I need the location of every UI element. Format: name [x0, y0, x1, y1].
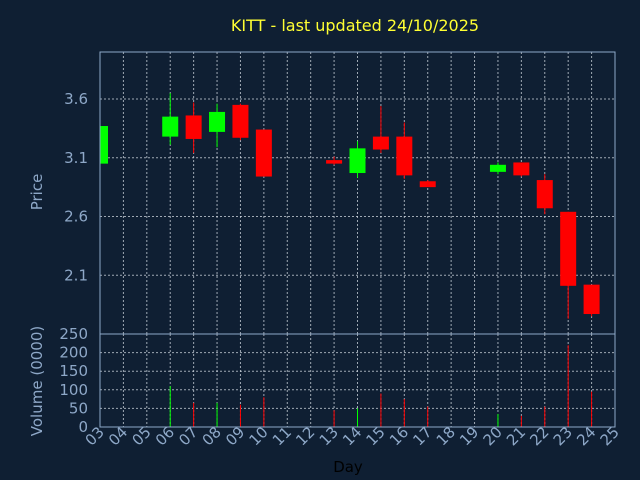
volume-y-tick-label: 150: [59, 362, 88, 380]
candle: [326, 156, 343, 165]
candle: [560, 211, 577, 319]
candle-body: [419, 181, 436, 188]
price-panel: 2.1 2.6 3.1 3.6 Price: [28, 51, 616, 335]
candle: [372, 106, 389, 154]
candle: [396, 122, 413, 179]
volume-y-tick-label: 0: [78, 418, 88, 436]
candle: [255, 129, 272, 177]
candle: [349, 141, 366, 178]
candle-body: [583, 284, 600, 315]
volume-y-tick-label: 50: [69, 399, 88, 417]
candle-body: [513, 162, 530, 176]
volume-y-tick-label: 100: [59, 381, 88, 399]
candle-body: [560, 211, 577, 286]
candle: [419, 180, 436, 188]
chart-title: KITT - last updated 24/10/2025: [231, 16, 479, 35]
candle-body: [100, 126, 108, 164]
candle: [209, 103, 226, 148]
candle: [583, 284, 600, 317]
volume-y-tick-label: 250: [59, 325, 88, 343]
volume-y-tick-label: 200: [59, 344, 88, 362]
candle-body: [536, 180, 553, 209]
candle-body: [489, 164, 506, 172]
price-axis-label: Price: [28, 174, 46, 211]
x-ticks: 0304050607080910111213141516171819202122…: [82, 423, 623, 449]
candle: [162, 93, 179, 145]
price-y-ticks: 2.1 2.6 3.1 3.6: [64, 90, 88, 284]
candle-body: [232, 104, 249, 138]
x-axis-label: Day: [333, 458, 363, 476]
candle-body: [255, 129, 272, 177]
volume-plot-frame: [99, 333, 616, 428]
candle: [99, 124, 108, 164]
candle: [185, 102, 202, 154]
candle-body: [372, 136, 389, 150]
volume-axis-label: Volume (0000): [28, 326, 46, 436]
price-y-tick-label: 3.1: [64, 149, 88, 167]
volume-bars: [169, 345, 593, 427]
price-y-tick-label: 2.6: [64, 208, 88, 226]
candle-body: [162, 116, 179, 137]
candle-body: [396, 136, 413, 176]
candle-body: [349, 148, 366, 174]
candle-body: [185, 115, 202, 139]
candle-body: [326, 160, 343, 164]
candle: [536, 174, 553, 215]
candle: [489, 162, 506, 175]
candle-body: [209, 111, 226, 132]
candle: [513, 162, 530, 177]
candles: [99, 93, 600, 319]
price-y-tick-label: 2.1: [64, 266, 88, 284]
price-y-tick-label: 3.6: [64, 90, 88, 108]
candle: [232, 103, 249, 141]
